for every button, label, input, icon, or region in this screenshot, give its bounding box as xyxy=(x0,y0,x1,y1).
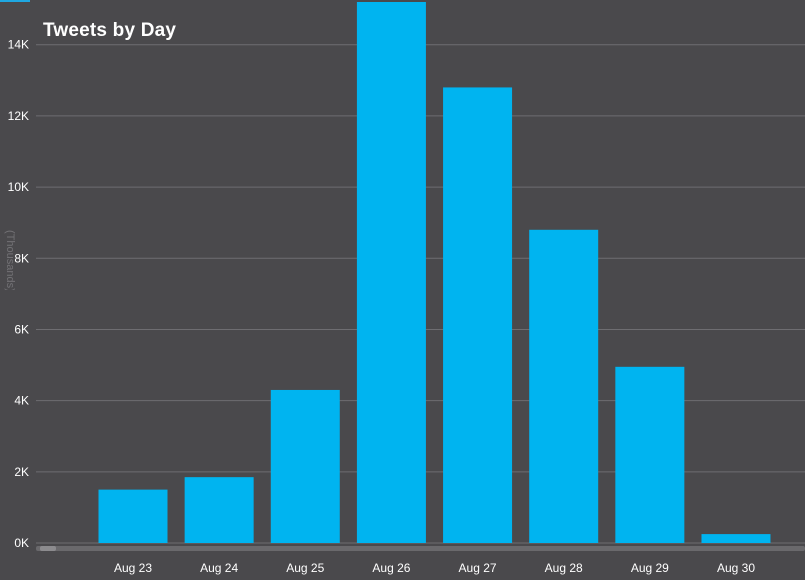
y-tick-label: 2K xyxy=(14,465,29,479)
x-scrollbar-thumb[interactable] xyxy=(40,546,56,551)
bar-aug-24[interactable] xyxy=(184,477,254,543)
bar-layer xyxy=(98,2,771,543)
chart-title: Tweets by Day xyxy=(43,20,177,41)
y-tick-label: 0K xyxy=(14,536,29,550)
x-tick-label: Aug 27 xyxy=(459,561,497,575)
bar-aug-23[interactable] xyxy=(98,489,168,543)
x-tick-label: Aug 23 xyxy=(114,561,152,575)
y-tick-label: 8K xyxy=(14,251,29,265)
x-scrollbar[interactable] xyxy=(36,546,805,551)
x-tick-label: Aug 26 xyxy=(372,561,410,575)
bar-aug-27[interactable] xyxy=(443,87,513,543)
y-tick-label: 14K xyxy=(8,38,29,52)
x-tick-label: Aug 28 xyxy=(545,561,583,575)
x-tick-label: Aug 24 xyxy=(200,561,238,575)
bar-aug-26[interactable] xyxy=(356,2,426,543)
y-tick-label: 4K xyxy=(14,394,29,408)
top-accent-bar xyxy=(0,0,30,2)
bar-aug-25[interactable] xyxy=(270,389,340,543)
y-tick-label: 12K xyxy=(8,109,29,123)
y-axis-ticks: 0K 2K 4K 6K 8K 10K 12K 14K xyxy=(8,38,29,550)
x-tick-label: Aug 25 xyxy=(286,561,324,575)
bar-aug-28[interactable] xyxy=(529,229,599,543)
bar-aug-29[interactable] xyxy=(615,366,685,543)
y-tick-label: 10K xyxy=(8,180,29,194)
x-tick-label: Aug 30 xyxy=(717,561,755,575)
x-scrollbar-track[interactable] xyxy=(36,546,805,551)
y-tick-label: 6K xyxy=(14,322,29,336)
x-axis-ticks: Aug 23 Aug 24 Aug 25 Aug 26 Aug 27 Aug 28 Aug … xyxy=(114,561,755,575)
bar-aug-30[interactable] xyxy=(701,534,771,543)
x-tick-label: Aug 29 xyxy=(631,561,669,575)
